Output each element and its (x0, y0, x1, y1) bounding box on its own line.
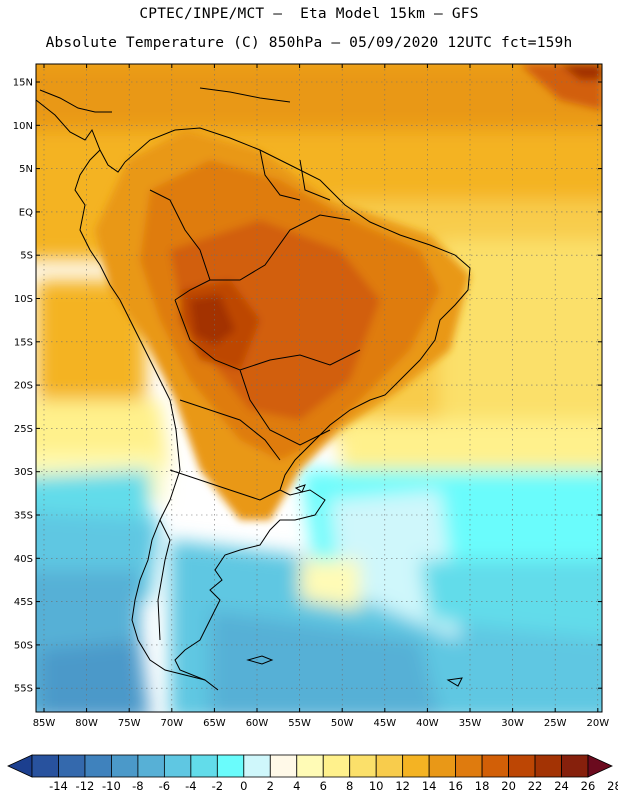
colorbar-segment (7, 754, 33, 778)
colorbar (7, 754, 613, 778)
colorbar-label: 20 (501, 779, 516, 793)
colorbar-label: 22 (528, 779, 543, 793)
colorbar-label: 14 (422, 779, 437, 793)
colorbar-segment (190, 754, 218, 778)
colorbar-segment (587, 754, 613, 778)
colorbar-label: -10 (102, 779, 121, 793)
colorbar-label: 4 (293, 779, 300, 793)
colorbar-segment (243, 754, 271, 778)
colorbar-label: -8 (132, 779, 143, 793)
coastlines (36, 87, 471, 691)
colorbar-label: 12 (395, 779, 410, 793)
latitude-label: EQ (19, 207, 33, 218)
latitude-label: 10S (14, 294, 33, 305)
colorbar-segment (216, 754, 245, 778)
colorbar-segment (375, 754, 404, 778)
colorbar-label: 10 (369, 779, 384, 793)
latitude-label: 15N (13, 78, 33, 89)
colorbar-label: 6 (320, 779, 327, 793)
colorbar-label: 28 (607, 779, 618, 793)
colorbar-segment (163, 754, 192, 778)
colorbar-label: 16 (448, 779, 463, 793)
latitude-label: 45S (14, 597, 33, 608)
colorbar-segment (534, 754, 562, 778)
latitude-label: 15S (14, 337, 33, 348)
grid-lines (36, 64, 602, 712)
colorbar-segment (58, 754, 86, 778)
colorbar-label: 18 (475, 779, 490, 793)
longitude-label: 85W (33, 718, 56, 729)
latitude-label: 5N (19, 164, 33, 175)
colorbar-segment (137, 754, 165, 778)
latitude-label: 50S (14, 640, 33, 651)
colorbar-segment (402, 754, 430, 778)
latitude-label: 55S (14, 684, 33, 695)
colorbar-segment (322, 754, 351, 778)
colorbar-label: -4 (185, 779, 196, 793)
colorbar-label: 8 (346, 779, 353, 793)
latitude-label: 10N (13, 121, 33, 132)
colorbar-segment (349, 754, 377, 778)
longitude-label: 65W (203, 718, 226, 729)
colorbar-segment (296, 754, 324, 778)
colorbar-segment (455, 754, 483, 778)
colorbar-segment (269, 754, 298, 778)
longitude-label: 40W (416, 718, 439, 729)
latitude-label: 25S (14, 424, 33, 435)
latitude-label: 20S (14, 381, 33, 392)
colorbar-segment (561, 754, 589, 778)
colorbar-label: -6 (159, 779, 170, 793)
colorbar-label: -14 (49, 779, 68, 793)
longitude-label: 60W (246, 718, 269, 729)
colorbar-segment (111, 754, 139, 778)
longitude-label: 70W (160, 718, 183, 729)
longitude-label: 50W (331, 718, 354, 729)
colorbar-label: -12 (76, 779, 95, 793)
colorbar-segment (508, 754, 536, 778)
longitude-label: 20W (586, 718, 609, 729)
colorbar-label: -2 (212, 779, 223, 793)
colorbar-segment (31, 754, 59, 778)
map-frame (35, 63, 603, 713)
longitude-label: 35W (459, 718, 482, 729)
colorbar-labels: -14 -12 -10 -8 -6 -4 -2 0 2 4 6 8 10 12 14 16 18 20 22 24 26… (49, 779, 618, 793)
latitude-label: 40S (14, 554, 33, 565)
colorbar-segment (84, 754, 112, 778)
longitude-labels: 85W 80W 75W 70W 65W 60W 55W 50W 45W 40W 35W 30W 25W 2… (33, 718, 610, 729)
colorbar-label: 0 (240, 779, 247, 793)
longitude-label: 75W (118, 718, 141, 729)
longitude-label: 80W (75, 718, 98, 729)
longitude-label: 45W (373, 718, 396, 729)
latitude-label: 35S (14, 511, 33, 522)
chart-title-line2: Absolute Temperature (C) 850hPa – 05/09/… (45, 35, 573, 51)
longitude-label: 55W (288, 718, 311, 729)
colorbar-segment (428, 754, 457, 778)
latitude-labels: 15N 10N 5N EQ 5S 10S 15S 20S 25S 30S 35S 40S 45S 50S 5… (13, 78, 33, 695)
chart-title-line1: CPTEC/INPE/MCT – Eta Model 15km – GFS (139, 6, 479, 22)
longitude-label: 30W (501, 718, 524, 729)
colorbar-label: 24 (554, 779, 569, 793)
latitude-label: 30S (14, 467, 33, 478)
temperature-field (36, 64, 602, 712)
colorbar-label: 26 (581, 779, 596, 793)
colorbar-label: 2 (267, 779, 274, 793)
latitude-label: 5S (20, 251, 33, 262)
longitude-label: 25W (544, 718, 567, 729)
colorbar-segment (481, 754, 509, 778)
